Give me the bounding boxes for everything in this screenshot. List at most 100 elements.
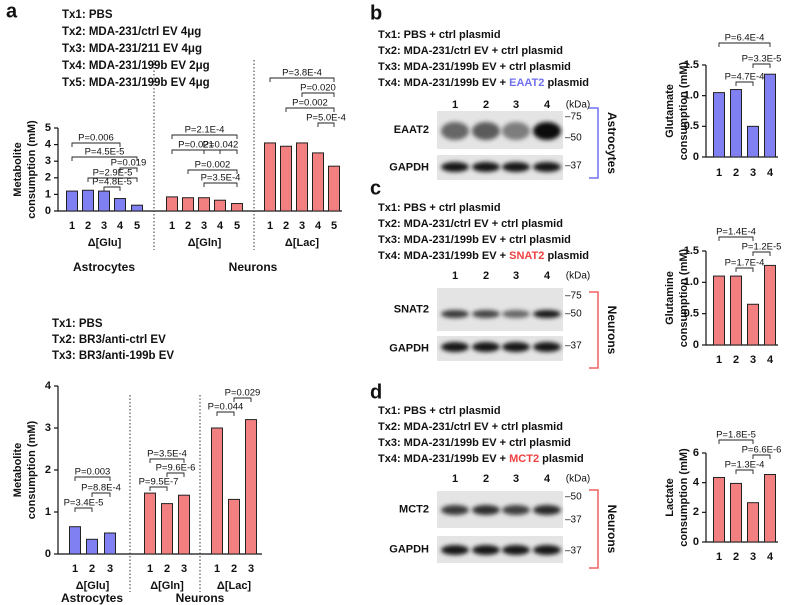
y-tick-label: 4 (45, 380, 52, 392)
treatment-legend: Tx3: MDA-231/199b EV + ctrl plasmid (378, 61, 571, 73)
bar (98, 190, 110, 212)
lane-label: 1 (452, 270, 458, 282)
panel-label: a (6, 0, 18, 22)
bar (82, 189, 94, 212)
kda-marker: –37 (565, 161, 582, 172)
y-tick-label: 5 (45, 122, 51, 134)
lane-label: 2 (483, 99, 489, 111)
bar (296, 142, 308, 212)
p-value: P=9.5E-7 (139, 477, 179, 488)
x-tick-label: 1 (716, 354, 722, 366)
blot-band (533, 122, 561, 140)
bar (730, 89, 742, 158)
y-axis-label: consumption (mM) (678, 61, 690, 160)
protein-label: MCT2 (399, 503, 429, 515)
x-tick-label: 1 (147, 563, 153, 575)
p-value: P=3.5E-4 (201, 173, 241, 184)
bar (747, 125, 759, 158)
blot-band (533, 310, 561, 318)
significance-bracket (285, 107, 335, 112)
y-tick-label: 0 (693, 339, 699, 351)
bar (86, 538, 98, 555)
bar (328, 165, 340, 212)
cell-type-label: Neurons (229, 260, 278, 274)
significance-bracket (103, 186, 121, 191)
x-tick-label: 3 (248, 563, 254, 575)
treatment-legend: Tx2: MDA-231/ctrl EV + ctrl plasmid (378, 218, 563, 230)
treatment-legend: Tx4: MDA-231/199b EV + MCT2 plasmid (378, 453, 584, 465)
treatment-legend: Tx1: PBS + ctrl plasmid (378, 202, 501, 214)
cell-type-label: Astrocytes (73, 260, 135, 274)
significance-bracket (203, 149, 238, 154)
kda-marker: –37 (565, 341, 582, 352)
x-tick-label: 4 (117, 220, 124, 232)
x-tick-label: 2 (733, 167, 739, 179)
panel-label: c (370, 177, 381, 199)
significance-bracket (203, 182, 238, 187)
protein-label: GAPDH (389, 342, 429, 354)
treatment-legend: Tx3: MDA-231/199b EV + ctrl plasmid (378, 437, 571, 449)
p-value: P=0.044 (208, 402, 244, 413)
p-value: P=0.002 (195, 160, 231, 171)
y-tick-label: 2 (693, 506, 699, 518)
bar (730, 275, 742, 346)
x-tick-label: 2 (85, 220, 91, 232)
blot-band (502, 310, 530, 318)
protein-label: GAPDH (389, 543, 429, 555)
cell-bracket (589, 291, 599, 369)
legend-entry: Tx4: MDA-231/199b EV 2μg (62, 60, 210, 72)
p-value: P=1.8E-5 (716, 430, 756, 441)
legend-entry: Tx2: BR3/anti-ctrl EV (52, 334, 166, 346)
legend-entry: Tx1: PBS (62, 9, 113, 21)
bar (178, 494, 190, 555)
cell-bracket (589, 107, 599, 179)
group-label: Δ[Glu] (88, 237, 122, 249)
x-tick-label: 5 (234, 220, 240, 232)
p-value: P=8.8E-4 (81, 483, 121, 494)
blot-band (502, 162, 530, 172)
bar (764, 264, 776, 346)
treatment-legend-part: SNAT2 (509, 250, 544, 262)
bar (66, 190, 78, 212)
significance-bracket (752, 63, 771, 68)
treatment-legend: Tx4: MDA-231/199b EV + EAAT2 plasmid (378, 77, 589, 89)
p-value: P=3.4E-5 (64, 498, 104, 509)
significance-bracket (149, 486, 168, 491)
y-axis-label: Lactate (664, 478, 676, 517)
bar (114, 198, 126, 212)
bar (312, 152, 324, 212)
legend-entry: Tx5: MDA-231/199b EV 4μg (62, 77, 210, 89)
lane-label: 4 (544, 99, 551, 111)
significance-bracket (752, 251, 771, 256)
significance-bracket (119, 167, 138, 172)
x-tick-label: 2 (733, 551, 739, 563)
unit-label: (kDa) (566, 271, 590, 282)
p-value: P=1.7E-4 (725, 258, 765, 269)
y-tick-label: 6 (693, 447, 699, 459)
blot-band (502, 545, 530, 555)
p-value: P=2.9E-5 (93, 168, 133, 179)
blot-band (441, 162, 469, 172)
p-value: P=0.020 (300, 83, 336, 94)
p-value: P=6.4E-4 (725, 33, 765, 44)
significance-bracket (216, 411, 235, 416)
group-label: Δ[Gln] (150, 580, 184, 592)
blot-band (502, 122, 530, 140)
treatment-legend-part: plasmid (544, 77, 589, 89)
significance-bracket (71, 142, 121, 147)
y-tick-label: 0 (45, 205, 51, 217)
significance-bracket (171, 134, 238, 139)
y-axis-label: consumption (mM) (678, 448, 690, 547)
blot-band (472, 342, 500, 352)
x-tick-label: 2 (231, 563, 237, 575)
treatment-legend: Tx2: MDA-231/ctrl EV + ctrl plasmid (378, 421, 563, 433)
treatment-legend: Tx3: MDA-231/199b EV + ctrl plasmid (378, 234, 571, 246)
significance-bracket (87, 177, 138, 182)
significance-bracket (233, 397, 252, 402)
x-tick-label: 5 (331, 220, 337, 232)
p-value: P=0.019 (111, 158, 147, 169)
kda-marker: –37 (565, 515, 582, 526)
x-tick-label: 4 (217, 220, 224, 232)
significance-bracket (71, 156, 138, 161)
legend-entry: Tx1: PBS (52, 318, 103, 330)
